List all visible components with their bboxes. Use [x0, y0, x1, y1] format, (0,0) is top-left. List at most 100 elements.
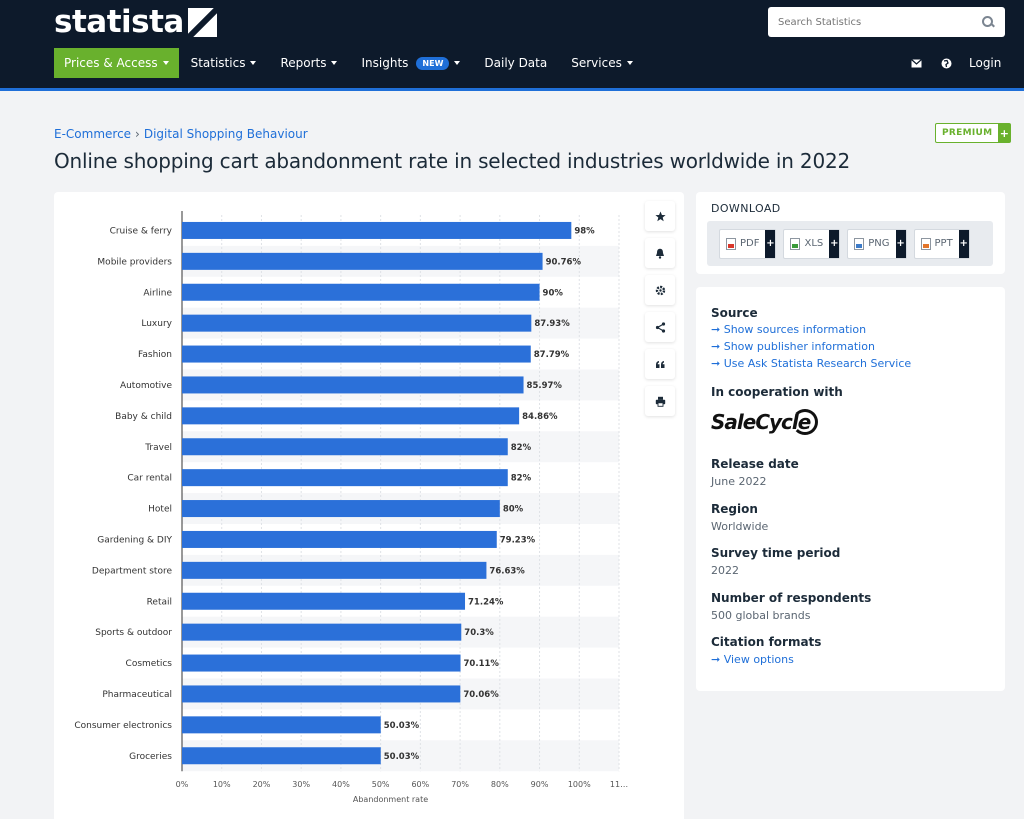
search-box[interactable]	[768, 7, 1005, 37]
view-options-link[interactable]: ➞ View options	[711, 653, 794, 666]
search-icon[interactable]	[981, 15, 995, 29]
bar-value-label: 98%	[574, 226, 595, 236]
bar	[182, 561, 487, 579]
bar-value-label: 50.03%	[384, 752, 420, 762]
category-label: Sports & outdoor	[95, 628, 172, 638]
breadcrumb: E-Commerce › Digital Shopping Behaviour	[54, 127, 308, 141]
bar-value-label: 82%	[511, 474, 532, 484]
nav-prices-access[interactable]: Prices & Access	[54, 48, 179, 78]
logo-text: statista	[54, 4, 184, 40]
caret-down-icon	[250, 61, 257, 65]
caret-down-icon	[626, 61, 633, 65]
pdf-label: PDF	[740, 238, 760, 249]
logo-mark-icon	[187, 7, 217, 37]
xls-file-icon	[790, 237, 801, 250]
x-tick-label: 10%	[213, 780, 231, 789]
bar	[182, 747, 381, 765]
survey-period-value: 2022	[711, 564, 739, 577]
plus-icon: +	[958, 229, 969, 258]
header-accent-line	[0, 88, 1024, 91]
favorite-star-icon[interactable]	[645, 201, 675, 231]
category-label: Cosmetics	[126, 659, 173, 669]
bar-value-label: 50.03%	[384, 721, 420, 731]
show-publisher-link[interactable]: ➞ Show publisher information	[711, 340, 875, 353]
nav-right: Login	[905, 48, 1001, 78]
bell-icon[interactable]	[645, 238, 675, 268]
download-png-button[interactable]: PNG +	[847, 228, 907, 259]
region-heading: Region	[711, 502, 758, 516]
login-link[interactable]: Login	[969, 56, 1002, 70]
premium-badge[interactable]: PREMIUM +	[935, 123, 1012, 143]
bar	[182, 500, 500, 518]
plus-icon: +	[829, 229, 840, 258]
nav-statistics[interactable]: Statistics	[179, 48, 269, 78]
quote-icon[interactable]	[645, 349, 675, 379]
nav-daily-data[interactable]: Daily Data	[472, 48, 559, 78]
breadcrumb-digital-shopping[interactable]: Digital Shopping Behaviour	[143, 127, 308, 141]
show-sources-link[interactable]: ➞ Show sources information	[711, 323, 867, 336]
plus-icon: +	[765, 229, 776, 258]
bar	[182, 314, 532, 332]
source-heading: Source	[711, 306, 758, 320]
x-tick-label: 11…	[610, 780, 628, 789]
bar-value-label: 84.86%	[522, 412, 558, 422]
premium-label: PREMIUM	[942, 128, 993, 138]
category-label: Fashion	[138, 350, 172, 360]
bar	[182, 654, 461, 672]
mail-icon[interactable]	[905, 48, 927, 78]
region-value: Worldwide	[711, 520, 769, 533]
bar-value-label: 87.93%	[534, 319, 570, 329]
nav-reports[interactable]: Reports	[268, 48, 349, 78]
plus-icon: +	[895, 229, 906, 258]
globe-icon[interactable]	[935, 48, 957, 78]
ask-statista-link[interactable]: ➞ Use Ask Statista Research Service	[711, 357, 912, 370]
breadcrumb-ecommerce[interactable]: E-Commerce	[54, 127, 132, 141]
bar-value-label: 76.63%	[489, 566, 525, 576]
nav-label: Services	[571, 56, 622, 70]
download-pdf-button[interactable]: PDF +	[719, 228, 777, 259]
print-icon[interactable]	[645, 386, 675, 416]
x-tick-label: 30%	[292, 780, 310, 789]
bar-value-label: 80%	[503, 505, 524, 515]
bar-value-label: 79.23%	[500, 535, 536, 545]
category-label: Pharmaceutical	[102, 690, 172, 700]
nav-label: Reports	[280, 56, 327, 70]
new-badge: NEW	[416, 56, 450, 70]
caret-down-icon	[331, 61, 338, 65]
nav-services[interactable]: Services	[559, 48, 645, 78]
bar	[182, 407, 520, 425]
nav-insights[interactable]: Insights NEW	[349, 48, 472, 78]
x-tick-label: 60%	[411, 780, 429, 789]
download-xls-button[interactable]: XLS +	[783, 228, 841, 259]
share-icon[interactable]	[645, 312, 675, 342]
salecycle-ring-icon	[792, 409, 819, 435]
main-nav: Prices & Access Statistics Reports Insig…	[54, 48, 645, 78]
download-ppt-button[interactable]: PPT +	[913, 228, 970, 259]
survey-period-heading: Survey time period	[711, 546, 841, 560]
statista-logo[interactable]: statista	[54, 4, 217, 40]
x-tick-label: 40%	[332, 780, 350, 789]
download-card: DOWNLOAD PDF + XLS + PNG + PPT +	[696, 192, 1005, 274]
bar-value-label: 70.11%	[464, 659, 500, 669]
category-label: Automotive	[120, 381, 173, 391]
bar	[182, 438, 508, 456]
x-tick-label: 20%	[253, 780, 271, 789]
bar-value-label: 85.97%	[527, 381, 563, 391]
category-label: Cruise & ferry	[110, 226, 173, 236]
bar-value-label: 71.24%	[468, 597, 504, 607]
search-input[interactable]	[778, 16, 981, 28]
nav-label: Statistics	[190, 56, 246, 70]
category-label: Groceries	[129, 752, 172, 762]
bar	[182, 685, 461, 703]
release-date-heading: Release date	[711, 457, 799, 471]
caret-down-icon	[162, 61, 169, 65]
category-label: Baby & child	[115, 412, 172, 422]
cooperation-heading: In cooperation with	[711, 385, 843, 399]
bar	[182, 252, 543, 270]
respondents-value: 500 global brands	[711, 609, 811, 622]
gear-icon[interactable]	[645, 275, 675, 305]
category-label: Retail	[147, 597, 172, 607]
x-tick-label: 80%	[491, 780, 509, 789]
citation-heading: Citation formats	[711, 635, 822, 649]
caret-down-icon	[454, 61, 461, 65]
